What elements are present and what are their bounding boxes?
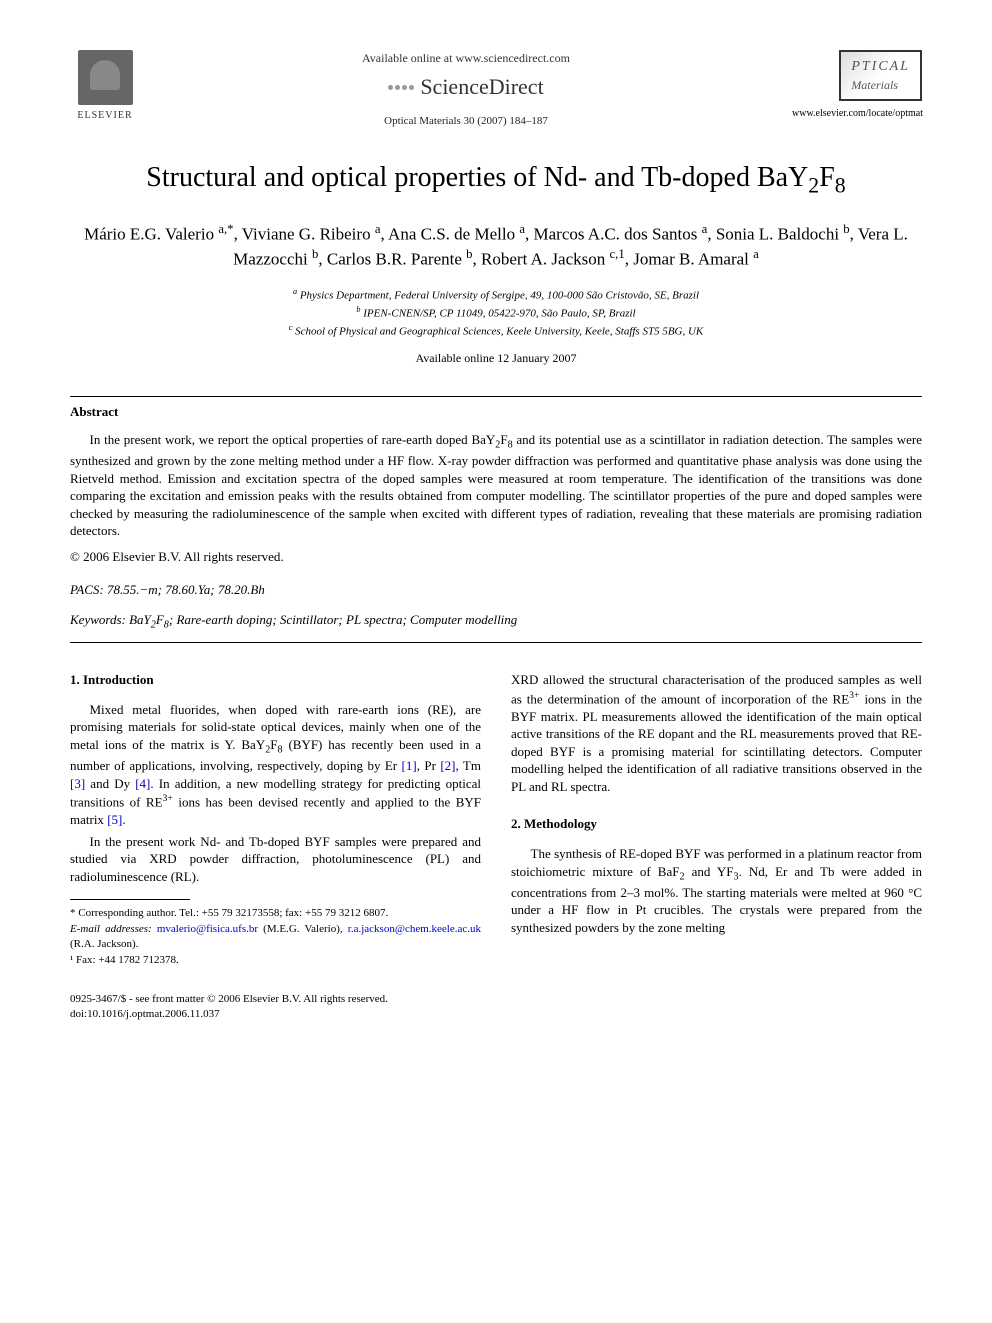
sciencedirect-text: ScienceDirect: [420, 72, 543, 102]
intro-para-2: In the present work Nd- and Tb-doped BYF…: [70, 833, 481, 886]
pacs-values: 78.55.−m; 78.60.Ya; 78.20.Bh: [107, 582, 265, 597]
email-who-2: (R.A. Jackson).: [70, 938, 138, 950]
body-columns: 1. Introduction Mixed metal fluorides, w…: [70, 671, 922, 968]
email-link-2[interactable]: r.a.jackson@chem.keele.ac.uk: [348, 923, 481, 935]
sciencedirect-icon: [388, 85, 414, 90]
corresponding-author-note: * Corresponding author. Tel.: +55 79 321…: [70, 906, 481, 921]
email-addresses-line: E-mail addresses: mvalerio@fisica.ufs.br…: [70, 922, 481, 953]
methodology-para-1: The synthesis of RE-doped BYF was perfor…: [511, 845, 922, 936]
pacs-line: PACS: 78.55.−m; 78.60.Ya; 78.20.Bh: [70, 581, 922, 599]
divider-top: [70, 396, 922, 397]
footnote-separator: [70, 899, 190, 900]
intro-para-1: Mixed metal fluorides, when doped with r…: [70, 701, 481, 829]
email-link-1[interactable]: mvalerio@fisica.ufs.br: [157, 923, 258, 935]
sciencedirect-logo: ScienceDirect: [388, 72, 543, 102]
center-header: Available online at www.sciencedirect.co…: [140, 50, 792, 129]
fax-note: ¹ Fax: +44 1782 712378.: [70, 953, 481, 968]
keywords-line: Keywords: BaY2F8; Rare-earth doping; Sci…: [70, 611, 922, 632]
right-column: XRD allowed the structural characterisat…: [511, 671, 922, 968]
divider-bottom: [70, 642, 922, 643]
journal-cover-line2: Materials: [851, 77, 910, 93]
pacs-label: PACS:: [70, 582, 104, 597]
doi-line: doi:10.1016/j.optmat.2006.11.037: [70, 1007, 388, 1022]
keywords-label: Keywords:: [70, 612, 126, 627]
available-online-date: Available online 12 January 2007: [70, 350, 922, 366]
section-1-heading: 1. Introduction: [70, 671, 481, 689]
abstract-text: In the present work, we report the optic…: [70, 431, 922, 540]
affiliation-c: c School of Physical and Geographical Sc…: [70, 322, 922, 340]
citation-line: Optical Materials 30 (2007) 184–187: [160, 114, 772, 129]
footnotes: * Corresponding author. Tel.: +55 79 321…: [70, 906, 481, 968]
page-footer: 0925-3467/$ - see front matter © 2006 El…: [70, 992, 922, 1022]
author-list: Mário E.G. Valerio a,*, Viviane G. Ribei…: [70, 221, 922, 272]
keywords-values: BaY2F8; Rare-earth doping; Scintillator;…: [129, 612, 517, 627]
journal-logo-block: PTICAL Materials www.elsevier.com/locate…: [792, 50, 922, 121]
journal-url[interactable]: www.elsevier.com/locate/optmat: [792, 107, 922, 121]
front-matter-line: 0925-3467/$ - see front matter © 2006 El…: [70, 992, 388, 1007]
publisher-name: ELSEVIER: [77, 109, 132, 123]
section-2-heading: 2. Methodology: [511, 815, 922, 833]
journal-cover-icon: PTICAL Materials: [839, 50, 922, 101]
elsevier-logo: ELSEVIER: [70, 50, 140, 123]
left-column: 1. Introduction Mixed metal fluorides, w…: [70, 671, 481, 968]
abstract-heading: Abstract: [70, 403, 922, 421]
affiliations: a Physics Department, Federal University…: [70, 286, 922, 340]
abstract-copyright: © 2006 Elsevier B.V. All rights reserved…: [70, 548, 922, 566]
email-label: E-mail addresses:: [70, 923, 152, 935]
elsevier-tree-icon: [78, 50, 133, 105]
affiliation-a: a Physics Department, Federal University…: [70, 286, 922, 304]
footer-left: 0925-3467/$ - see front matter © 2006 El…: [70, 992, 388, 1022]
header-row: ELSEVIER Available online at www.science…: [70, 50, 922, 129]
affiliation-b: b IPEN-CNEN/SP, CP 11049, 05422-970, São…: [70, 304, 922, 322]
intro-para-3: XRD allowed the structural characterisat…: [511, 671, 922, 795]
email-who-1: (M.E.G. Valerio),: [263, 923, 342, 935]
journal-cover-line1: PTICAL: [851, 58, 910, 77]
available-online-text: Available online at www.sciencedirect.co…: [160, 50, 772, 66]
article-title: Structural and optical properties of Nd-…: [70, 159, 922, 201]
